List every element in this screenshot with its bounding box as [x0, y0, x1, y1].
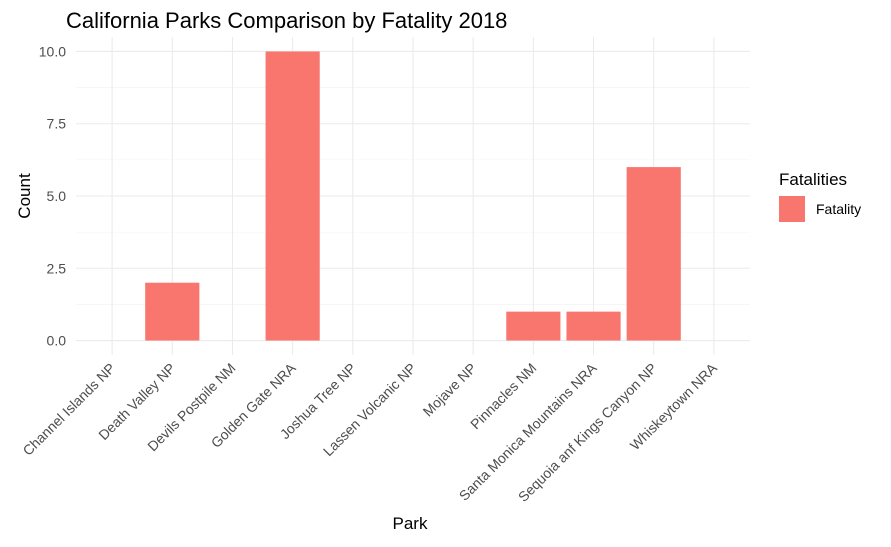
chart-title: California Parks Comparison by Fatality …: [66, 8, 507, 33]
bars: [145, 51, 681, 341]
legend: Fatalities Fatality: [779, 170, 861, 222]
y-tick-label: 7.5: [47, 116, 67, 132]
legend-key-fatality: [779, 196, 805, 222]
y-tick-label: 10.0: [39, 43, 66, 59]
bar: [626, 167, 681, 341]
bar: [145, 282, 200, 341]
y-tick-label: 5.0: [47, 188, 67, 204]
legend-label-fatality: Fatality: [816, 201, 861, 217]
y-tick-label: 2.5: [47, 260, 67, 276]
bar: [265, 51, 320, 341]
x-axis-title: Park: [393, 514, 428, 533]
y-axis-title: Count: [15, 173, 34, 219]
y-tick-label: 0.0: [47, 333, 67, 349]
bar: [566, 311, 621, 341]
y-tick-labels: 0.0 2.5 5.0 7.5 10.0: [39, 43, 66, 348]
legend-title: Fatalities: [779, 170, 847, 189]
bar: [506, 311, 561, 341]
